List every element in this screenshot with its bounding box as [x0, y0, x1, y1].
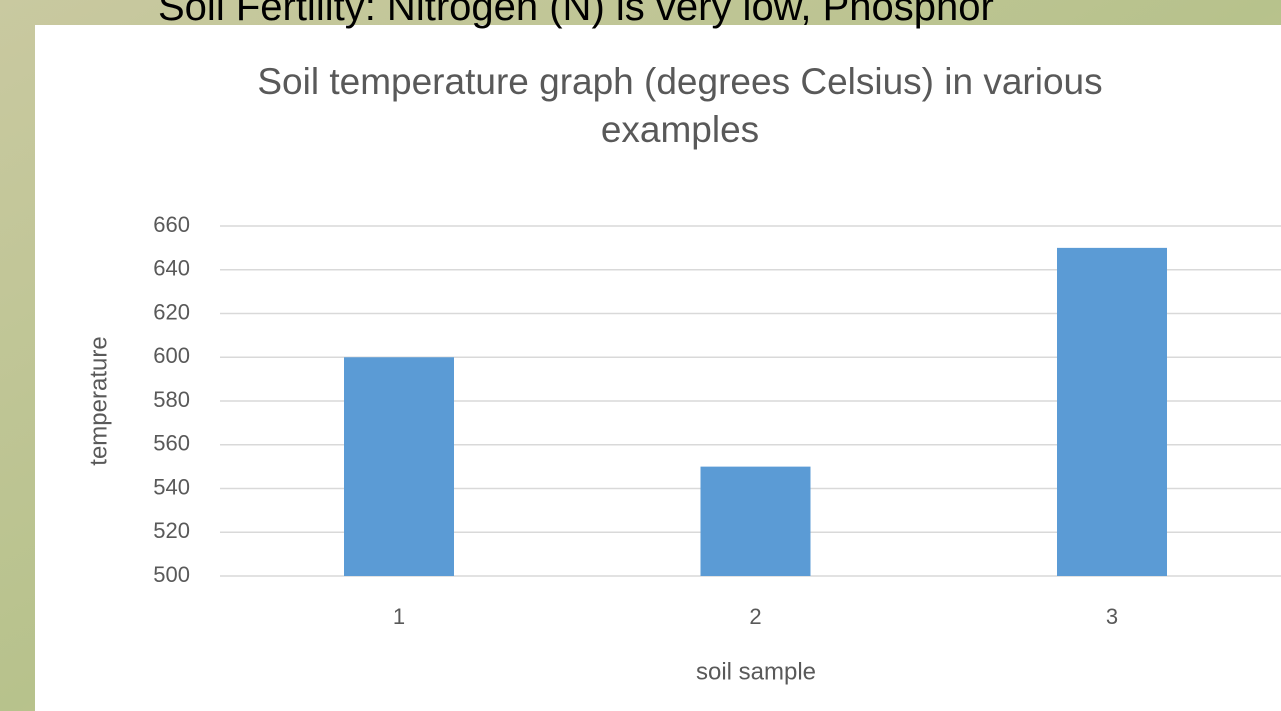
y-tick-label: 580	[153, 387, 190, 412]
y-axis-label: temperature	[85, 336, 112, 465]
y-tick-label: 640	[153, 256, 190, 281]
y-tick-label: 520	[153, 518, 190, 543]
x-tick-label: 1	[393, 604, 405, 629]
y-tick-label: 600	[153, 343, 190, 368]
y-tick-label: 540	[153, 474, 190, 499]
bar	[344, 357, 454, 576]
slide: Soil Fertility: Nitrogen (N) is very low…	[0, 0, 1281, 711]
y-tick-label: 660	[153, 212, 190, 237]
x-tick-label: 3	[1106, 604, 1118, 629]
y-tick-label: 560	[153, 431, 190, 456]
bar	[1057, 248, 1167, 576]
y-tick-label: 620	[153, 299, 190, 324]
y-tick-label: 500	[153, 562, 190, 587]
slide-heading: Soil Fertility: Nitrogen (N) is very low…	[158, 0, 994, 29]
x-tick-label: 2	[749, 604, 761, 629]
x-axis-label: soil sample	[696, 658, 816, 685]
bar	[701, 467, 811, 576]
chart-title: Soil temperature graph (degrees Celsius)…	[220, 58, 1140, 154]
